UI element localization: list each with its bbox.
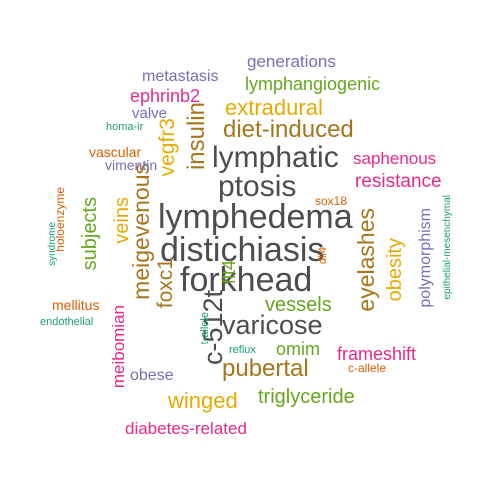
word-forkhead: forkhead [180, 261, 313, 299]
word-lymphedema: lymphedema [158, 198, 353, 236]
word-insulin: insulin [183, 102, 210, 171]
word-meibomian: meibomian [109, 305, 128, 389]
word-c-allele: c-allele [348, 361, 387, 375]
word-subjects: subjects [79, 197, 101, 271]
word-lymphangiogenic: lymphangiogenic [245, 74, 381, 94]
word-frameshift: frameshift [337, 344, 417, 364]
word-distichiasis: distichiasis [160, 231, 325, 269]
word-ephrinb2: ephrinb2 [130, 86, 201, 106]
word-endothelial: endothelial [40, 316, 94, 328]
word-reflux: reflux [229, 344, 256, 356]
word-diet-induced: diet-induced [223, 116, 354, 143]
word-flt4: flt4 [219, 260, 239, 285]
word-pubertal: pubertal [222, 355, 309, 382]
word-foxc1: foxc1 [154, 258, 177, 309]
word-obesity: obesity [384, 238, 406, 302]
word-diabetes-related: diabetes-related [125, 419, 247, 438]
word-valve: valve [132, 105, 168, 122]
word-triglyceride: triglyceride [258, 386, 355, 408]
word-syndrome: syndrome [47, 222, 58, 266]
word-metastasis: metastasis [142, 68, 219, 85]
word-resistance: resistance [355, 171, 442, 192]
word-lymphatic: lymphatic [212, 141, 339, 174]
word-polymorphism: polymorphism [417, 208, 434, 308]
word-epithelial-mesenchymal: epithelial-mesenchymal [442, 195, 453, 300]
word-varicose: varicose [222, 310, 323, 340]
word-omim: omim [276, 339, 320, 359]
word-obese: obese [130, 367, 174, 384]
word-saphenous: saphenous [353, 149, 437, 168]
word-generations: generations [247, 52, 336, 71]
word-vascular: vascular [89, 144, 142, 160]
word-meigevenous: meigevenous [128, 163, 154, 300]
word-winged: winged [168, 388, 238, 413]
word-vessels: vessels [265, 294, 332, 316]
word-eyelashes: eyelashes [353, 208, 379, 312]
word-vegfr3: vegfr3 [156, 118, 179, 177]
word-extradural: extradural [225, 95, 323, 120]
word-veins: veins [111, 197, 133, 244]
word-dll4: dll4 [317, 247, 329, 265]
word-mellitus: mellitus [52, 297, 100, 313]
word-sox18: sox18 [315, 194, 348, 208]
word-vimentin: vimentin [105, 157, 158, 173]
word-homa-ir: homa-ir [106, 121, 144, 133]
word-ptosis: ptosis [218, 170, 297, 203]
word-t-allele: t-allele [199, 312, 211, 345]
